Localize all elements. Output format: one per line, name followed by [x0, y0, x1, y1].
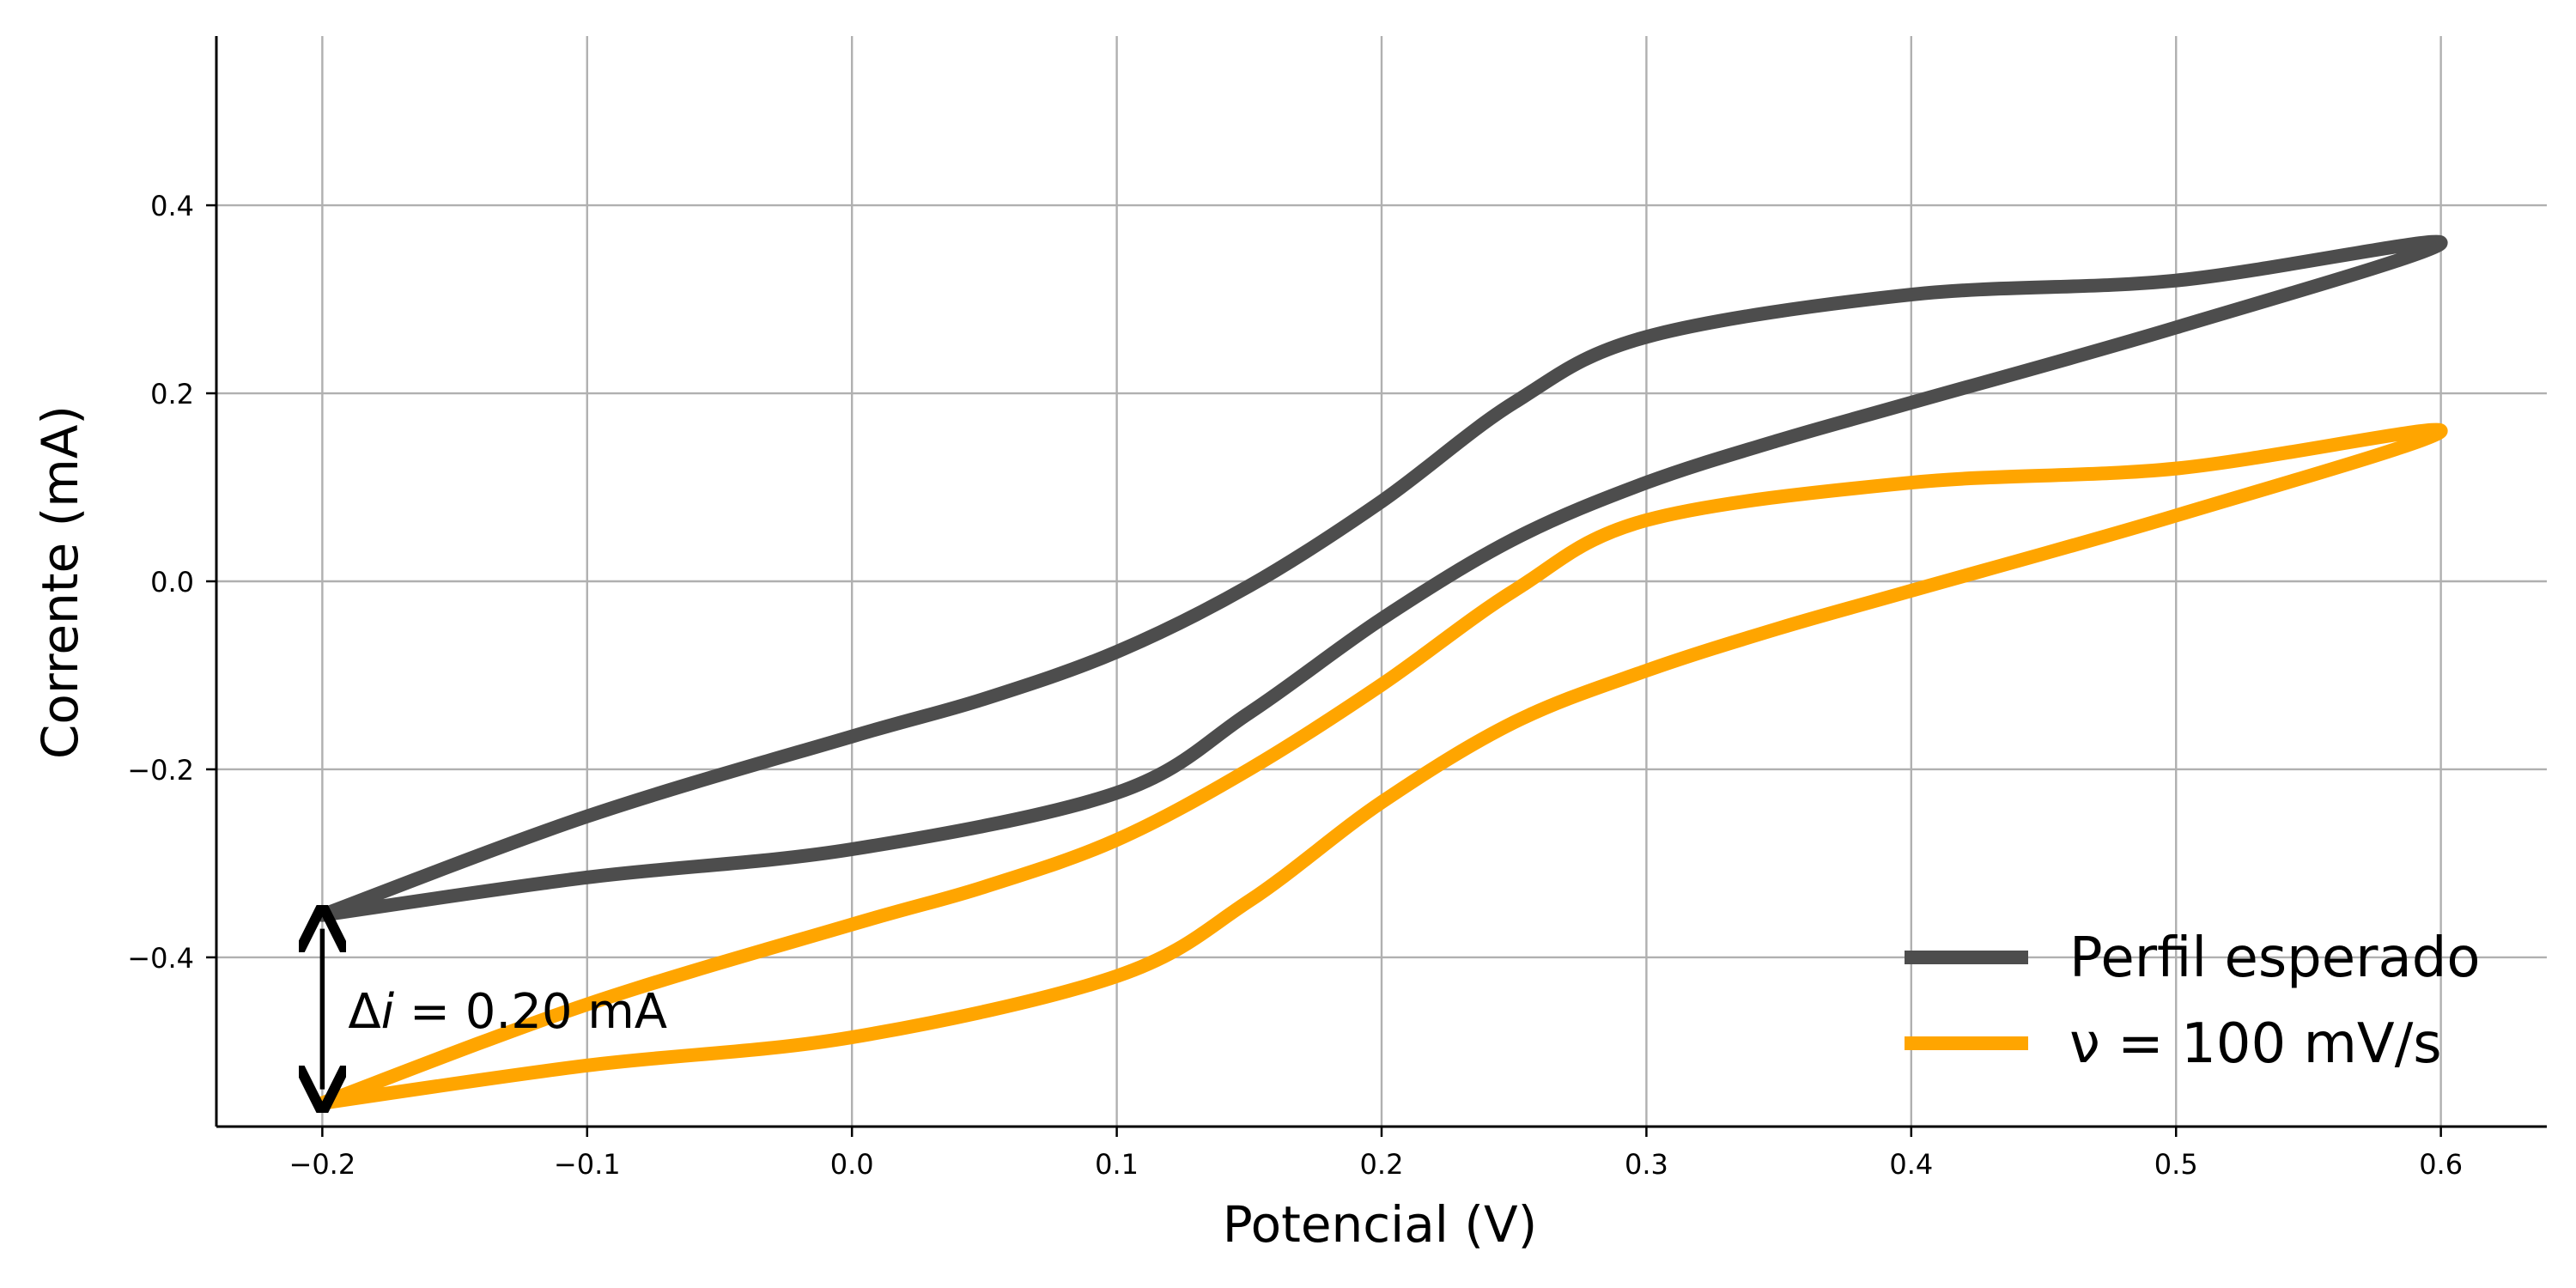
- y-tick-label: 0.0: [150, 566, 194, 598]
- x-tick-label: 0.3: [1625, 1148, 1668, 1181]
- x-tick-label: 0.5: [2154, 1148, 2198, 1181]
- x-tick-label: 0.2: [1360, 1148, 1404, 1181]
- x-tick-label: 0.6: [2419, 1148, 2463, 1181]
- y-tick-label: 0.2: [150, 378, 194, 410]
- annotation-group: Δi = 0.20 mA: [322, 929, 667, 1090]
- x-tick-label: 0.0: [830, 1148, 874, 1181]
- y-tick-label: −0.4: [127, 942, 194, 975]
- y-tick-label: −0.2: [127, 754, 194, 787]
- x-tick-label: −0.1: [554, 1148, 621, 1181]
- x-tick-label: 0.4: [1889, 1148, 1933, 1181]
- grid: [216, 36, 2547, 1127]
- x-tick-label: −0.2: [289, 1148, 356, 1181]
- y-tick-label: 0.4: [150, 190, 194, 222]
- series-line-1: [315, 234, 2448, 922]
- legend-label-2: ν = 100 mV/s: [2069, 1012, 2442, 1076]
- delta-i-label: Δi = 0.20 mA: [348, 984, 667, 1040]
- legend: Perfil esperado ν = 100 mV/s: [1905, 927, 2480, 1076]
- axes: −0.2 −0.1 0.0 0.1 0.2 0.3 0.4 0.5 0.6 −0.4 −0.2 0.0…: [127, 36, 2547, 1181]
- x-axis-label: Potencial (V): [1223, 1195, 1538, 1254]
- legend-label-1: Perfil esperado: [2069, 927, 2480, 990]
- x-tick-label: 0.1: [1095, 1148, 1139, 1181]
- y-axis-label: Corrente (mA): [31, 405, 89, 759]
- series-group: [315, 234, 2448, 1110]
- series-line-2: [315, 422, 2448, 1110]
